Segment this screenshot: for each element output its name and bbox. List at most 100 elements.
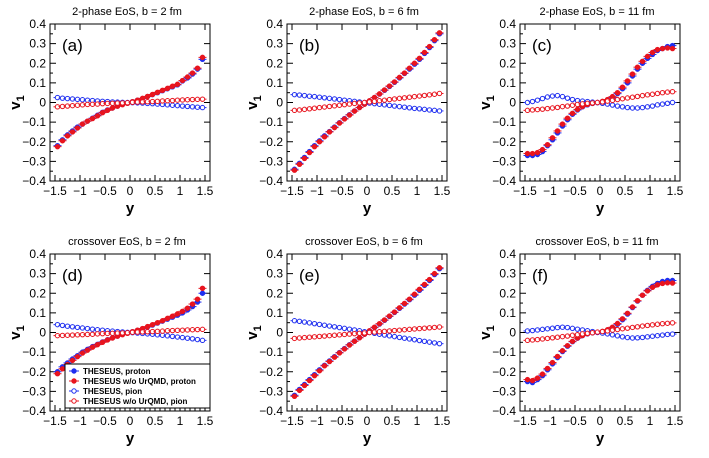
x-axis-label: y [126,200,135,217]
y-tick-label: 0 [39,326,46,340]
panel-letter: (a) [62,36,83,55]
data-point [614,326,621,333]
series-pion_no_urqmd [523,89,677,114]
data-point [629,324,636,331]
y-axis-label: v1 [244,95,264,109]
data-point [74,353,81,360]
y-tick-label: −0.4 [259,174,283,188]
y-tick-label: 0.1 [499,306,516,320]
data-point [634,324,641,330]
data-point [644,53,651,60]
legend-entry-label: THESEUS w/o UrQMD, pion [83,397,188,406]
y-tick-label: −0.2 [22,365,46,379]
x-tick-label: 0 [364,184,371,198]
y-tick-label: 0.3 [499,267,516,281]
data-point [89,326,96,332]
data-point [401,335,408,341]
data-point [421,338,428,345]
data-point [624,325,631,331]
y-axis-label-main: v [7,101,24,110]
data-point [64,323,71,329]
data-point [644,288,651,294]
y-axis-label-subscript: 1 [252,325,264,331]
y-axis-label-main: v [244,101,261,110]
data-point [539,326,546,333]
y-axis-label: v1 [7,325,27,339]
data-point [291,167,298,173]
y-tick-label: 0.1 [29,76,46,90]
y-tick-label: 0 [39,96,46,110]
data-point [634,298,641,304]
data-point [649,284,656,291]
y-tick-label: 0.4 [499,17,516,31]
x-tick-label: −1.5 [513,414,537,428]
data-point [534,336,541,343]
data-point [624,95,631,101]
data-point [361,99,368,106]
data-point [386,83,393,89]
data-point [416,55,423,62]
data-point [659,89,666,96]
data-point [574,106,581,113]
data-point [614,333,621,339]
data-point [144,323,151,330]
data-point [396,74,403,81]
x-tick-label: 0.5 [147,414,164,428]
x-axis-label: y [363,200,372,217]
y-tick-label: −0.1 [259,345,283,359]
data-point [356,104,363,111]
data-point [104,337,111,343]
data-point [604,98,611,104]
data-point [316,139,323,145]
data-point [401,104,408,110]
data-point [544,335,551,342]
data-point [554,104,561,111]
x-tick-label: 0.5 [617,184,634,198]
y-tick-label: −0.3 [22,384,46,398]
data-point [174,311,181,317]
data-point [549,359,556,366]
data-point [559,333,566,340]
y-tick-label: 0.1 [266,76,283,90]
data-point [569,325,576,332]
data-point [341,346,348,352]
data-point [544,326,551,332]
y-tick-label: −0.1 [22,345,46,359]
y-tick-label: 0.4 [499,247,516,261]
data-point [391,79,398,85]
y-tick-label: 0.2 [266,286,283,300]
data-point [174,81,181,87]
data-point [614,103,621,109]
data-point [321,134,328,140]
data-point [544,141,551,148]
data-point [326,358,333,365]
data-point [594,329,601,335]
data-point [59,138,66,144]
data-point [311,93,318,100]
data-point [306,106,313,112]
x-tick-label: −0.5 [93,184,117,198]
series-pion_no_urqmd [53,96,207,110]
data-point [426,43,433,50]
y-tick-label: −0.3 [259,384,283,398]
data-point [654,102,661,108]
data-point [639,104,646,111]
data-point [436,324,443,330]
data-point [84,118,91,124]
data-point [331,324,338,330]
data-point [54,94,61,101]
panel-letter: (f) [532,266,548,285]
y-tick-label: −0.1 [492,345,516,359]
data-point [569,338,576,345]
data-point [54,143,61,150]
data-point [351,108,358,114]
panel-b: 2-phase EoS, b = 6 fm −0.4 −0.3 −0.2 −0.1 0 0.… [244,6,451,217]
data-point [99,339,106,346]
data-point [296,92,303,98]
data-point [614,96,621,103]
x-tick-label: −1 [73,414,87,428]
data-point [94,341,101,348]
panel-title: 2-phase EoS, b = 2 fm [72,6,182,18]
y-tick-label: −0.3 [259,154,283,168]
